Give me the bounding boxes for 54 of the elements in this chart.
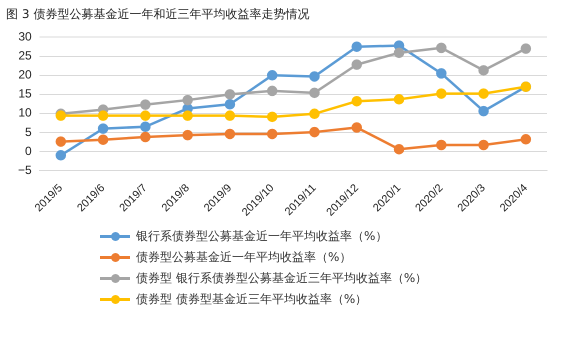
- point: [309, 71, 320, 82]
- point: [98, 123, 108, 134]
- point: [56, 150, 66, 161]
- point: [140, 99, 151, 110]
- point: [140, 110, 151, 121]
- point: [352, 96, 362, 106]
- point: [182, 110, 193, 121]
- point: [394, 94, 404, 105]
- point: [520, 134, 532, 145]
- point: [182, 94, 193, 106]
- y-tick-label: 25: [18, 48, 32, 63]
- point: [266, 128, 278, 140]
- point: [478, 106, 489, 116]
- point: [309, 126, 320, 138]
- point: [352, 41, 362, 52]
- legend-label: 银行系债券型公募基金近一年平均收益率（%）: [136, 228, 388, 245]
- point: [182, 130, 193, 140]
- point: [224, 128, 236, 140]
- legend-label: 债券型 银行系债券型公募基金近三年平均收益率（%）: [136, 270, 428, 287]
- point: [224, 110, 236, 121]
- point: [98, 134, 108, 145]
- point: [266, 112, 278, 122]
- point: [140, 132, 151, 142]
- point: [266, 70, 278, 81]
- point: [309, 88, 320, 98]
- legend-label: 债券型公募基金近一年平均收益率（%）: [136, 249, 352, 266]
- y-tick-label: 15: [18, 86, 32, 101]
- y-tick-label: −5: [18, 162, 32, 177]
- point: [436, 42, 447, 54]
- point: [436, 140, 447, 150]
- y-tick-label: 5: [24, 124, 32, 139]
- point: [436, 68, 447, 79]
- point: [98, 110, 108, 121]
- point: [394, 48, 404, 58]
- point: [352, 122, 362, 133]
- point: [478, 65, 489, 76]
- point: [478, 88, 489, 99]
- point: [140, 121, 151, 132]
- point: [224, 99, 236, 110]
- y-tick-label: 0: [24, 144, 32, 158]
- y-tick-label: 10: [18, 106, 32, 120]
- point: [520, 43, 532, 54]
- point: [352, 59, 362, 70]
- point: [266, 86, 278, 96]
- chart-title: 图 3 债券型公募基金近一年和近三年平均收益率走势情况: [6, 6, 310, 23]
- y-tick-label: 20: [18, 68, 32, 82]
- point: [436, 88, 447, 99]
- point: [309, 108, 320, 120]
- legend-label: 债券型 债券型基金近三年平均收益率（%）: [136, 291, 368, 308]
- y-tick-label: 30: [18, 30, 32, 44]
- point: [478, 140, 489, 150]
- point: [394, 144, 404, 154]
- point: [224, 89, 236, 100]
- point: [56, 136, 66, 147]
